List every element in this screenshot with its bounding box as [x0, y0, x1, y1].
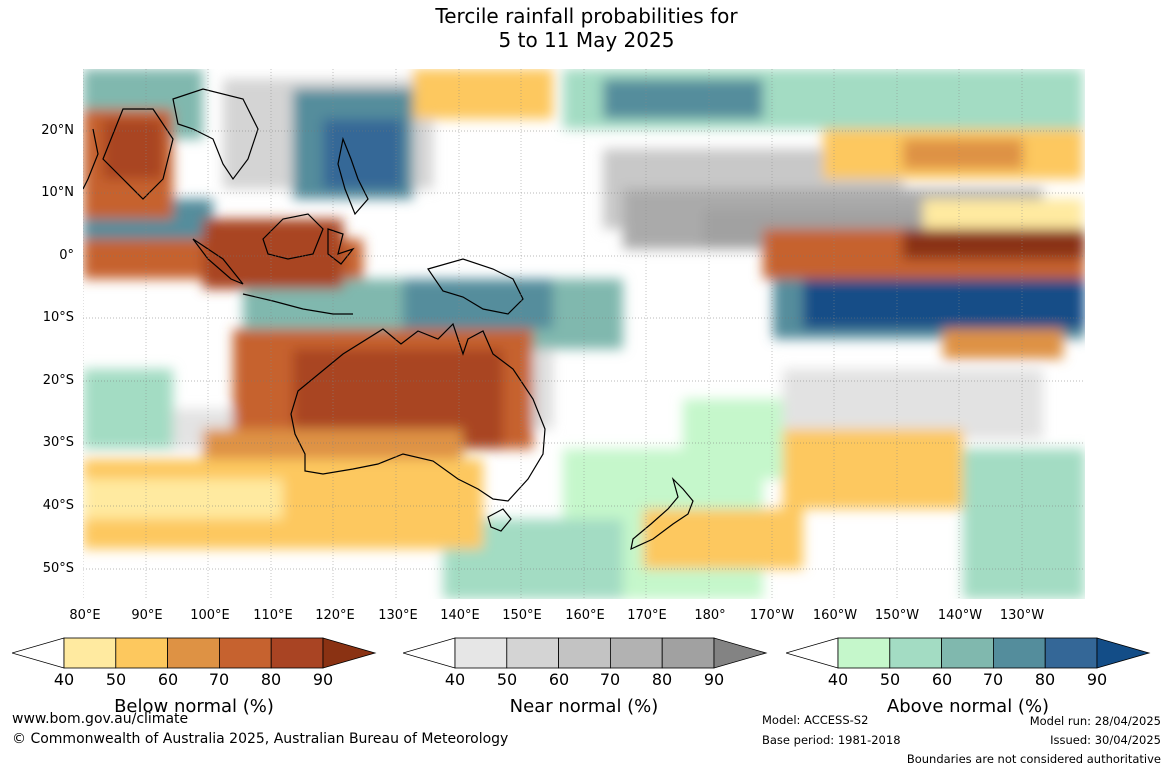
borneo-outline: [262, 213, 324, 260]
colorbar-swatch: [889, 637, 943, 669]
lon-label-140w: 140°W: [937, 608, 983, 623]
lon-label-100e: 100°E: [190, 608, 230, 623]
copyright-text: © Commonwealth of Australia 2025, Austra…: [12, 731, 509, 747]
colorbar-above-normal: [784, 637, 1151, 673]
colorbar-swatch: [941, 637, 994, 669]
above-tick-70: 70: [982, 670, 1004, 689]
colorbar-low-arrow: [10, 637, 65, 669]
near-tick-40: 40: [444, 670, 466, 689]
coastlines: [83, 88, 694, 551]
lon-label-180: 180°: [694, 608, 726, 623]
below-tick-60: 60: [157, 670, 179, 689]
chart-title: Tercile rainfall probabilities for 5 to …: [0, 4, 1173, 52]
colorbar-high-arrow: [1096, 637, 1151, 669]
new-zealand-outline: [630, 476, 694, 551]
near-tick-50: 50: [496, 670, 518, 689]
lat-label-50s: 50°S: [42, 561, 74, 576]
title-line-1: Tercile rainfall probabilities for: [435, 4, 738, 28]
below-tick-40: 40: [53, 670, 75, 689]
colorbar-swatch: [1044, 637, 1098, 669]
graticule: [83, 69, 1085, 599]
colorbar-near-swatches: [401, 637, 768, 669]
title-line-2: 5 to 11 May 2025: [498, 28, 675, 52]
lat-label-20n: 20°N: [41, 123, 74, 138]
probability-field: [83, 69, 1085, 599]
colorbar-high-arrow: [713, 637, 768, 669]
near-normal-title: Near normal (%): [509, 696, 659, 717]
lon-label-120e: 120°E: [315, 608, 355, 623]
model-run-text: Model run: 28/04/2025: [1029, 714, 1161, 728]
above-tick-60: 60: [931, 670, 953, 689]
lat-label-10n: 10°N: [41, 185, 74, 200]
lon-label-170e: 170°E: [627, 608, 667, 623]
above-tick-90: 90: [1086, 670, 1108, 689]
colorbar-above-swatches: [784, 637, 1151, 669]
above-tick-40: 40: [827, 670, 849, 689]
above-normal-title: Above normal (%): [886, 696, 1050, 717]
below-normal-title: Below normal (%): [114, 696, 274, 717]
lon-label-150e: 150°E: [502, 608, 542, 623]
colorbar-swatch: [270, 637, 324, 669]
base-period-text: Base period: 1981-2018: [762, 733, 901, 747]
lat-label-0: 0°: [59, 248, 74, 263]
lon-label-80e: 80°E: [69, 608, 101, 623]
near-tick-90: 90: [703, 670, 725, 689]
colorbar-low-arrow: [401, 637, 456, 669]
colorbar-swatch: [63, 637, 117, 669]
below-tick-80: 80: [260, 670, 282, 689]
colorbar-near-normal: [401, 637, 768, 673]
java-outline: [242, 293, 353, 315]
tasmania-outline: [487, 508, 512, 532]
lon-label-130w: 130°W: [999, 608, 1045, 623]
colorbar-swatch: [167, 637, 220, 669]
above-tick-50: 50: [879, 670, 901, 689]
colorbar-swatch: [454, 637, 508, 669]
lat-label-30s: 30°S: [42, 435, 74, 450]
colorbar-swatch: [218, 637, 272, 669]
colorbar-high-arrow: [322, 637, 377, 669]
colorbar-swatch: [609, 637, 663, 669]
colorbar-swatch: [115, 637, 169, 669]
lon-label-160w: 160°W: [812, 608, 858, 623]
se-asia-outline: [172, 88, 259, 181]
arabia-outline: [83, 128, 99, 190]
philippines-outline: [337, 136, 369, 216]
issued-text: Issued: 30/04/2025: [1050, 733, 1161, 747]
lon-label-130e: 130°E: [378, 608, 418, 623]
colorbar-below-normal: [10, 637, 377, 673]
near-tick-80: 80: [651, 670, 673, 689]
colorbar-low-arrow: [784, 637, 839, 669]
lat-label-40s: 40°S: [42, 498, 74, 513]
colorbar-below-swatches: [10, 637, 377, 669]
below-tick-70: 70: [208, 670, 230, 689]
near-tick-70: 70: [599, 670, 621, 689]
colorbar-swatch: [506, 637, 560, 669]
forecast-map: [83, 69, 1085, 599]
lon-label-160e: 160°E: [565, 608, 605, 623]
lon-label-170w: 170°W: [749, 608, 795, 623]
near-tick-60: 60: [548, 670, 570, 689]
india-outline: [102, 108, 174, 200]
lat-label-20s: 20°S: [42, 373, 74, 388]
colorbar-swatch: [992, 637, 1046, 669]
below-tick-50: 50: [105, 670, 127, 689]
below-tick-90: 90: [312, 670, 334, 689]
lon-label-140e: 140°E: [440, 608, 480, 623]
model-text: Model: ACCESS-S2: [762, 713, 869, 727]
lon-label-110e: 110°E: [253, 608, 293, 623]
colorbar-swatch: [558, 637, 611, 669]
colorbar-swatch: [661, 637, 715, 669]
boundaries-note: Boundaries are not considered authoritat…: [906, 752, 1161, 766]
website-link[interactable]: www.bom.gov.au/climate: [12, 711, 189, 727]
australia-outline: [290, 322, 546, 502]
new-guinea-outline: [427, 258, 524, 315]
colorbar-swatch: [837, 637, 891, 669]
sumatra-outline: [192, 238, 244, 285]
above-tick-80: 80: [1034, 670, 1056, 689]
lon-label-150w: 150°W: [874, 608, 920, 623]
map-canvas: [83, 69, 1085, 599]
sulawesi-outline: [327, 228, 355, 265]
lat-label-10s: 10°S: [42, 310, 74, 325]
lon-label-90e: 90°E: [131, 608, 163, 623]
